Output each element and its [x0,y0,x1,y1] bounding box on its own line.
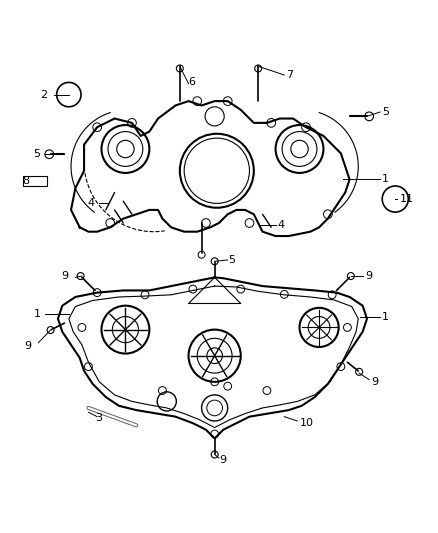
Text: 9: 9 [219,455,226,465]
Text: 5: 5 [34,149,41,159]
Text: 9: 9 [371,377,378,387]
Text: 9: 9 [365,271,372,281]
Text: 4: 4 [278,220,285,230]
Text: 1: 1 [34,309,41,319]
Text: 8: 8 [22,176,30,186]
Text: 4: 4 [88,198,95,208]
Text: 5: 5 [382,107,389,117]
Text: 3: 3 [95,413,102,423]
Text: 5: 5 [228,255,235,265]
Text: 1: 1 [382,174,389,184]
Text: 1: 1 [382,312,389,321]
Bar [23,176,47,186]
Text: 2: 2 [40,90,47,100]
Text: 9: 9 [25,341,32,351]
Text: 7: 7 [286,70,293,80]
Text: 10: 10 [300,418,314,428]
Text: 9: 9 [62,271,69,281]
Text: 6: 6 [188,77,195,86]
Text: 11: 11 [399,194,413,204]
